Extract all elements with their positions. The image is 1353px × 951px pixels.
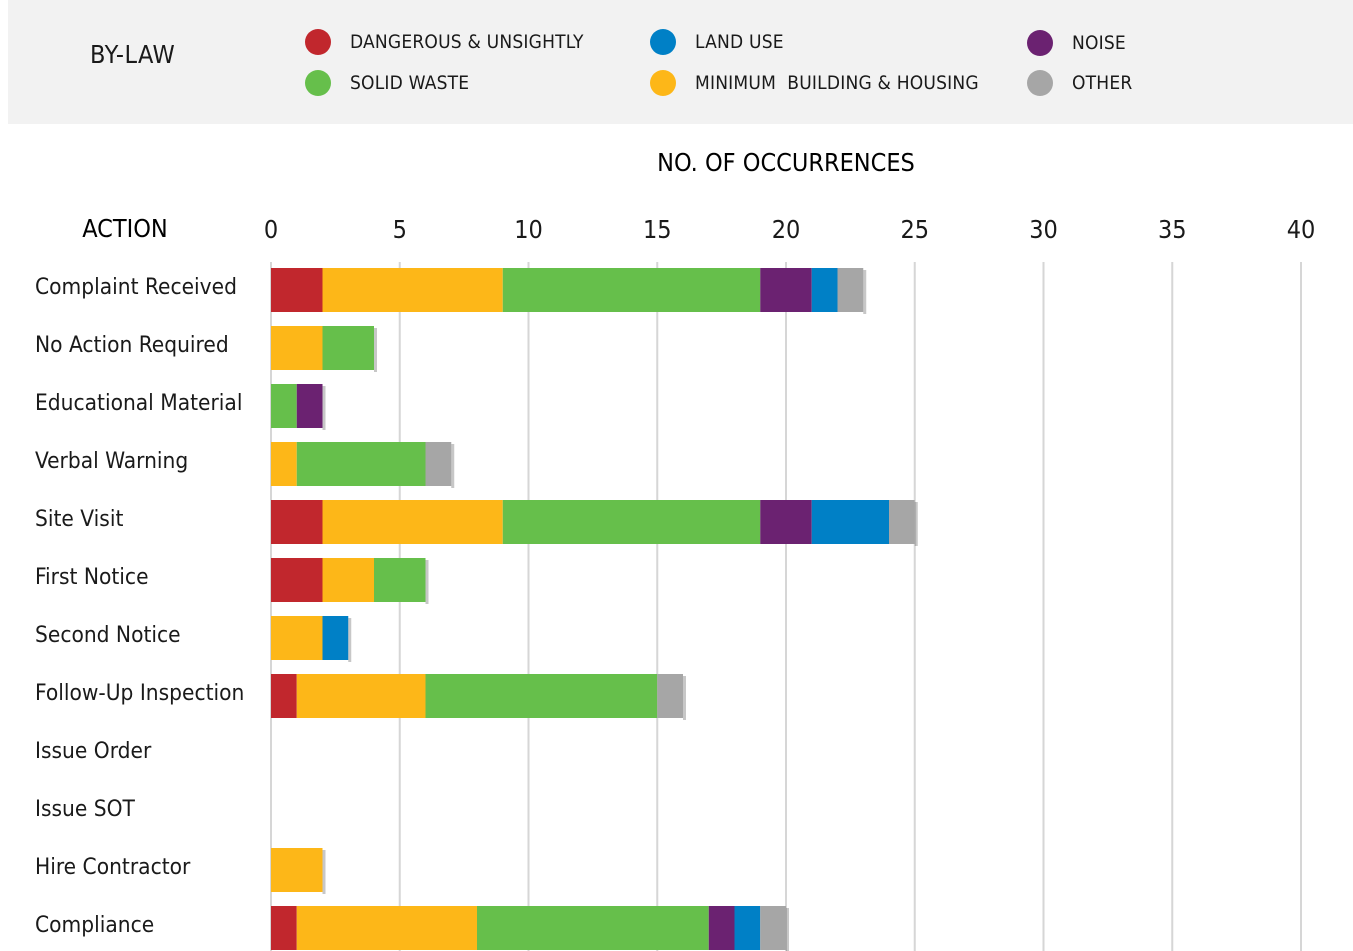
legend-swatch bbox=[1027, 70, 1053, 96]
legend-item-dangerous-unsightly: DANGEROUS & UNSIGHTLY bbox=[305, 29, 584, 55]
bar-shadow bbox=[374, 328, 377, 372]
bar-segment bbox=[477, 906, 709, 950]
bar-shadow bbox=[683, 676, 686, 720]
bar-shadow bbox=[322, 386, 326, 430]
x-tick-label: 10 bbox=[514, 215, 543, 244]
x-tick-labels: 0 5 10 15 20 25 30 35 40 bbox=[264, 215, 1315, 244]
bar-segment bbox=[271, 384, 297, 428]
bar-segment bbox=[322, 558, 374, 602]
bar-shadow bbox=[451, 444, 455, 488]
category-label: Verbal Warning bbox=[35, 448, 188, 474]
legend-item-land-use: LAND USE bbox=[650, 29, 784, 55]
bar-shadow bbox=[786, 908, 789, 951]
bar-segment bbox=[425, 442, 452, 486]
bar-segment bbox=[296, 906, 477, 950]
bar-segment bbox=[811, 268, 838, 312]
category-label: No Action Required bbox=[35, 332, 229, 358]
category-label: Compliance bbox=[35, 912, 154, 938]
legend-label: MINIMUM BUILDING & HOUSING bbox=[695, 72, 979, 94]
category-labels: Complaint Received No Action Required Educ… bbox=[35, 274, 244, 938]
bar-segment bbox=[271, 906, 297, 950]
bar-segment bbox=[271, 616, 323, 660]
bar-segment bbox=[374, 558, 426, 602]
legend-heading: BY-LAW bbox=[90, 40, 176, 69]
bar-segment bbox=[271, 326, 323, 370]
bar-segment bbox=[322, 500, 503, 544]
x-tick-label: 0 bbox=[264, 215, 278, 244]
x-tick-label: 30 bbox=[1029, 215, 1058, 244]
x-tick-label: 5 bbox=[393, 215, 407, 244]
legend-item-minimum-building-housing: MINIMUM BUILDING & HOUSING bbox=[650, 70, 979, 96]
bar-shadow bbox=[322, 850, 326, 894]
x-tick-label: 35 bbox=[1158, 215, 1187, 244]
bar-shadow bbox=[348, 618, 352, 662]
bar-segment bbox=[760, 906, 786, 950]
bar-segment bbox=[322, 326, 374, 370]
bar-segment bbox=[760, 268, 812, 312]
bar-segment bbox=[271, 558, 323, 602]
legend-item-solid-waste: SOLID WASTE bbox=[305, 70, 469, 96]
legend-swatch bbox=[1027, 30, 1053, 56]
x-tick-label: 25 bbox=[900, 215, 929, 244]
legend-swatch bbox=[650, 29, 676, 55]
bar-segment bbox=[708, 906, 735, 950]
category-label: Second Notice bbox=[35, 622, 181, 648]
bar-segment bbox=[296, 384, 323, 428]
legend-label: DANGEROUS & UNSIGHTLY bbox=[350, 31, 584, 53]
category-label: Complaint Received bbox=[35, 274, 237, 300]
legend-label: NOISE bbox=[1072, 32, 1126, 54]
legend-swatch bbox=[305, 70, 331, 96]
bar-segment bbox=[271, 268, 323, 312]
bar-segment bbox=[889, 500, 915, 544]
x-tick-label: 40 bbox=[1287, 215, 1316, 244]
category-label: Issue Order bbox=[35, 738, 152, 764]
x-tick-label: 20 bbox=[772, 215, 801, 244]
bar-shadow bbox=[425, 560, 429, 604]
bar-segment bbox=[322, 616, 349, 660]
legend-label: SOLID WASTE bbox=[350, 72, 470, 94]
bar-segment bbox=[296, 442, 426, 486]
bar-shadow bbox=[914, 502, 918, 546]
y-axis-title: ACTION bbox=[82, 214, 168, 243]
category-label: First Notice bbox=[35, 564, 149, 590]
category-label: Educational Material bbox=[35, 390, 242, 416]
legend-item-noise: NOISE bbox=[1027, 30, 1126, 56]
legend-label: LAND USE bbox=[695, 31, 784, 53]
bar-segment bbox=[271, 848, 323, 892]
category-label: Hire Contractor bbox=[35, 854, 191, 880]
gridlines bbox=[270, 262, 1302, 951]
chart-title: NO. OF OCCURRENCES bbox=[657, 148, 915, 177]
bar-segment bbox=[271, 442, 297, 486]
legend-panel: BY-LAW DANGEROUS & UNSIGHTLY SOLID WASTE… bbox=[8, 0, 1353, 124]
bar-shadow bbox=[863, 270, 867, 314]
bar-segment bbox=[811, 500, 889, 544]
category-label: Issue SOT bbox=[35, 796, 136, 822]
legend-label: OTHER bbox=[1072, 72, 1133, 94]
bar-segment bbox=[657, 674, 683, 718]
bar-segment bbox=[760, 500, 812, 544]
bars bbox=[271, 268, 918, 951]
category-label: Site Visit bbox=[35, 506, 123, 532]
legend-swatch bbox=[305, 29, 331, 55]
bar-segment bbox=[296, 674, 426, 718]
bar-segment bbox=[502, 268, 761, 312]
category-label: Follow-Up Inspection bbox=[35, 680, 244, 706]
bar-segment bbox=[271, 674, 297, 718]
bar-segment bbox=[322, 268, 503, 312]
x-tick-label: 15 bbox=[643, 215, 672, 244]
bar-segment bbox=[837, 268, 864, 312]
stacked-bar-chart: NO. OF OCCURRENCES ACTION 0 5 10 15 20 25 30 35… bbox=[35, 148, 1315, 951]
bar-segment bbox=[502, 500, 761, 544]
bar-segment bbox=[734, 906, 761, 950]
bar-segment bbox=[425, 674, 658, 718]
legend-item-other: OTHER bbox=[1027, 70, 1132, 96]
bar-segment bbox=[271, 500, 323, 544]
legend-swatch bbox=[650, 70, 676, 96]
